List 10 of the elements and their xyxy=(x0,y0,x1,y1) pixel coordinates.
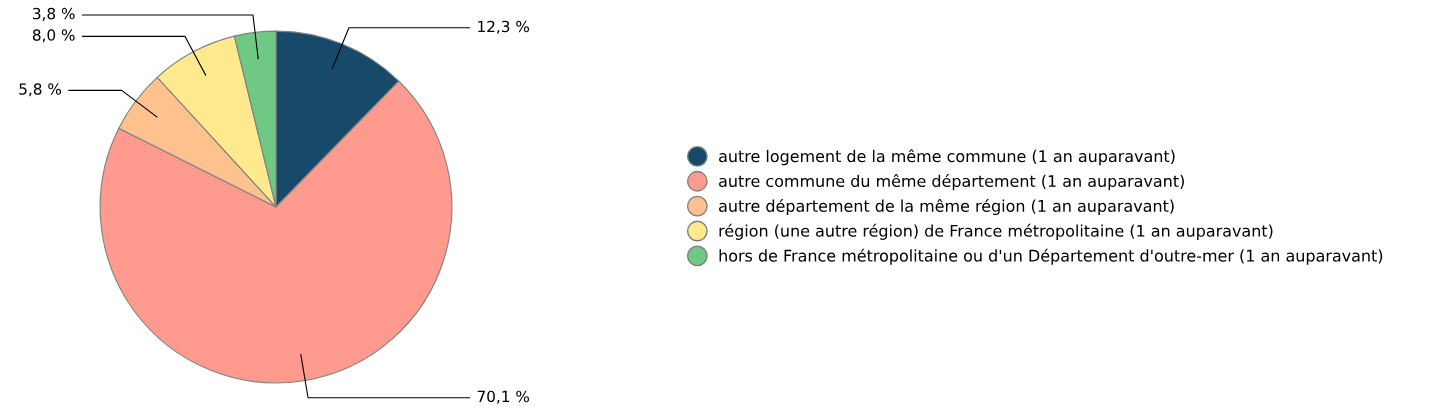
legend-label: région (une autre région) de France métropolitaine (1 an auparavant) xyxy=(719,223,1273,240)
data-label: 5,8 % xyxy=(19,83,62,97)
legend-label: autre commune du même département (1 an auparavant) xyxy=(719,174,1184,191)
data-label: 12,3 % xyxy=(478,20,530,34)
data-label: 3,8 % xyxy=(33,7,75,21)
legend-label: autre département de la même région (1 an auparavant) xyxy=(719,198,1174,216)
legend-label: autre logement de la même commune (1 an auparavant) xyxy=(719,149,1175,166)
data-label: 70,1 % xyxy=(477,390,530,404)
legend-label: hors de France métropolitaine ou d'un Département d'outre-mer (1 an auparavant) xyxy=(719,248,1383,265)
data-label: 8,0 % xyxy=(32,29,75,43)
